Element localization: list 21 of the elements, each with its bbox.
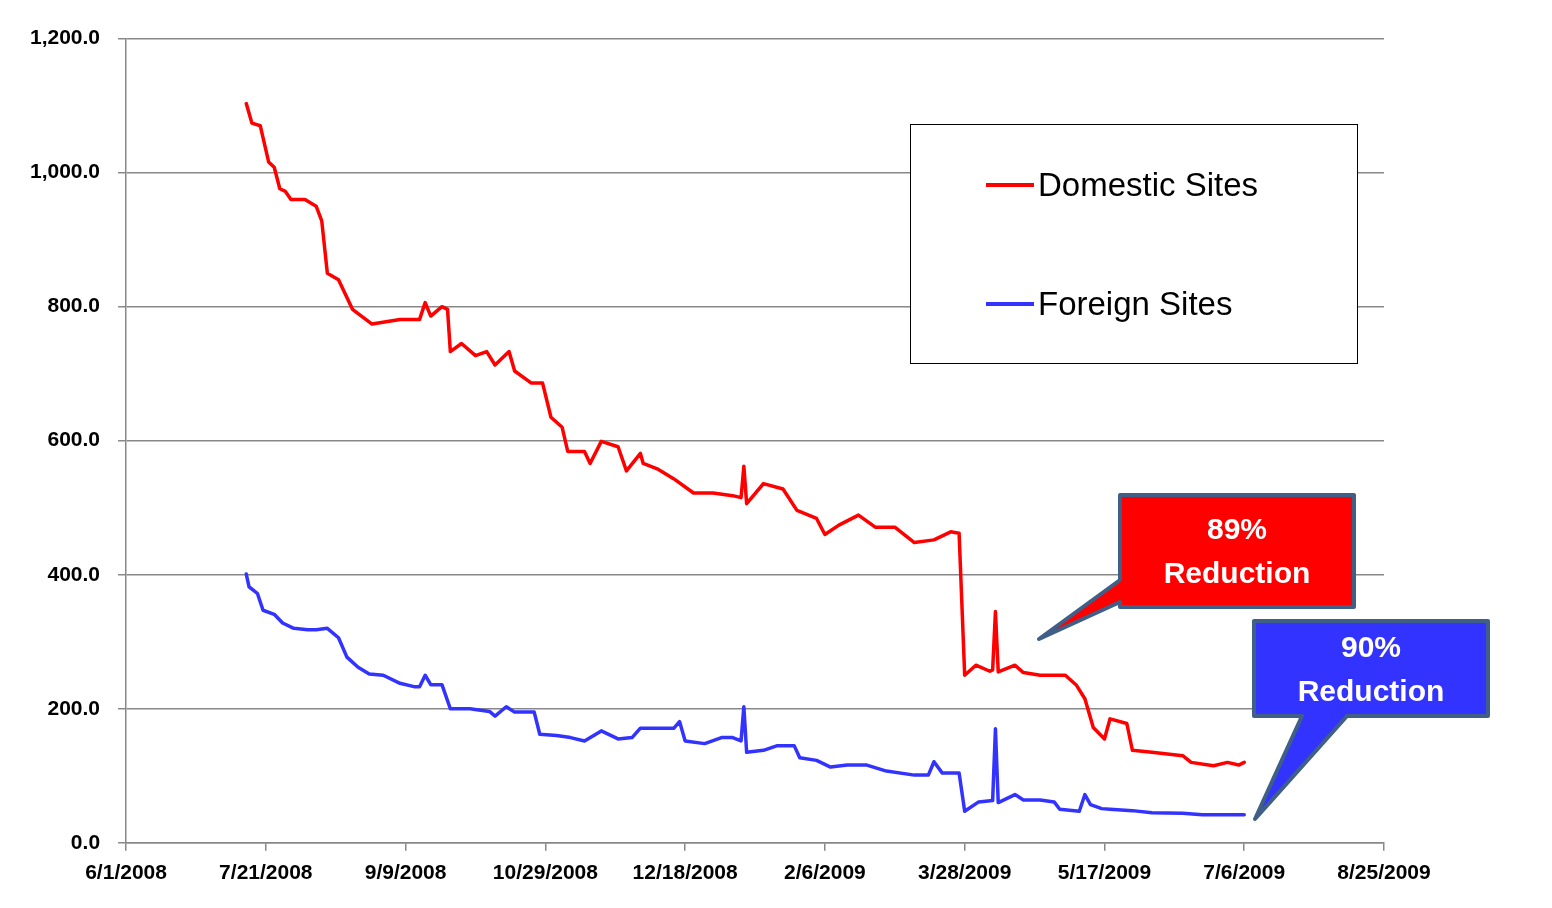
x-tick-label: 2/6/2009 (784, 860, 866, 884)
y-tick-label: 800.0 (47, 293, 101, 317)
x-tick-label: 5/17/2009 (1057, 860, 1152, 884)
annotation: 89% Reduction (1163, 511, 1311, 591)
y-tick-label: 1,000.0 (29, 159, 101, 183)
y-tick-label: 400.0 (47, 561, 101, 585)
x-tick-label: 3/28/2009 (917, 860, 1012, 884)
legend-label: Foreign Sites (1038, 284, 1233, 323)
x-tick-label: 8/25/2009 (1337, 860, 1431, 884)
annotation: 90% Reduction (1297, 628, 1445, 709)
x-tick-label: 10/29/2008 (492, 860, 599, 884)
y-tick-label: 0.0 (70, 829, 101, 853)
x-tick-label: 6/1/2008 (85, 860, 168, 884)
x-tick-label: 9/9/2008 (364, 860, 447, 884)
legend-label: Domestic Sites (1038, 165, 1259, 204)
y-tick-label: 1,200.0 (29, 25, 101, 49)
y-tick-label: 600.0 (47, 427, 101, 451)
x-tick-label: 7/6/2009 (1203, 860, 1286, 884)
y-tick-label: 200.0 (47, 695, 101, 719)
x-tick-label: 12/18/2008 (632, 860, 739, 884)
x-tick-label: 7/21/2008 (219, 860, 313, 884)
